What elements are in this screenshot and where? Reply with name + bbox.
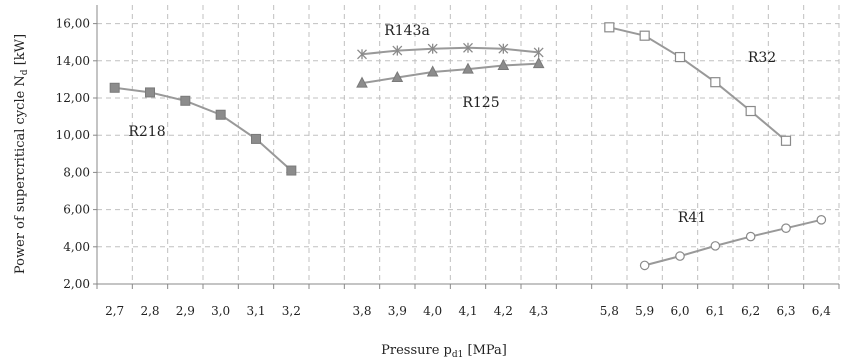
y-axis-ticks: 2,00 4,00 6,00 8,00 10,00 12,00 14,00 16,00 — [56, 17, 97, 291]
data-point — [426, 65, 439, 77]
series-line — [644, 218, 822, 267]
series-r41 — [639, 215, 827, 271]
y-axis-label: Power of supercritical cycle Nd [kW] — [13, 34, 30, 274]
data-point — [497, 58, 510, 70]
series-group — [109, 22, 827, 271]
data-point — [745, 105, 756, 117]
x-tick-label: 2,9 — [176, 304, 195, 318]
series-label-r143a: R143a — [384, 23, 430, 39]
x-tick-label: 3,0 — [211, 304, 230, 318]
data-point — [639, 260, 650, 271]
x-tick-label: 6,2 — [741, 304, 760, 318]
x-tick-label: 6,3 — [776, 304, 795, 318]
data-point — [215, 109, 226, 120]
series-label-r125: R125 — [462, 95, 499, 111]
data-point — [639, 30, 650, 41]
series-label-r41: R41 — [678, 210, 706, 226]
data-point — [674, 51, 686, 63]
y-tick-label: 10,00 — [56, 128, 90, 142]
series-line — [361, 62, 539, 85]
series-line — [609, 26, 787, 142]
data-point — [392, 45, 403, 56]
x-tick-label: 3,8 — [352, 304, 371, 318]
data-point — [498, 43, 509, 54]
series-label-r218: R218 — [128, 124, 165, 140]
data-point — [675, 251, 685, 261]
x-tick-label: 3,1 — [246, 304, 265, 318]
x-tick-label: 6,4 — [812, 304, 831, 318]
data-point — [286, 165, 297, 176]
x-tick-label: 5,9 — [635, 304, 654, 318]
series-labels: R218 R143a R125 R32 R41 — [128, 23, 776, 226]
y-tick-label: 2,00 — [63, 277, 90, 291]
series-line — [114, 86, 293, 172]
y-tick-label: 8,00 — [63, 165, 90, 179]
x-tick-label: 4,1 — [458, 304, 477, 318]
data-point — [462, 62, 474, 74]
x-tick-label: 2,7 — [105, 304, 124, 318]
y-tick-label: 16,00 — [56, 17, 90, 31]
x-tick-label: 4,2 — [494, 304, 513, 318]
x-tick-label: 4,0 — [423, 304, 442, 318]
series-line — [361, 46, 539, 56]
x-tick-label: 5,8 — [600, 304, 619, 318]
data-point — [710, 241, 721, 251]
x-tick-label: 3,2 — [282, 304, 301, 318]
data-point — [781, 223, 791, 233]
grid — [96, 5, 840, 285]
series-r32 — [604, 22, 792, 146]
series-r218 — [109, 82, 297, 176]
data-point — [710, 77, 721, 88]
data-point — [604, 22, 615, 33]
data-point — [780, 135, 792, 146]
data-point — [463, 42, 473, 53]
data-point — [145, 87, 155, 98]
x-tick-label: 4,3 — [529, 304, 548, 318]
y-tick-label: 4,00 — [63, 240, 90, 254]
data-point — [356, 76, 368, 88]
data-point — [180, 95, 191, 106]
x-tick-label: 2,8 — [140, 304, 159, 318]
data-point — [391, 70, 404, 83]
data-point — [816, 215, 827, 225]
data-point — [533, 47, 544, 58]
data-point — [427, 43, 438, 54]
data-point — [745, 231, 756, 242]
data-point — [251, 133, 261, 144]
y-tick-label: 12,00 — [56, 91, 90, 105]
y-tick-label: 6,00 — [63, 203, 90, 217]
series-r125 — [356, 57, 545, 88]
data-point — [532, 57, 545, 69]
series-r143a — [357, 42, 544, 60]
x-tick-label: 6,1 — [706, 304, 725, 318]
x-tick-label: 6,0 — [670, 304, 689, 318]
series-label-r32: R32 — [748, 50, 776, 66]
data-point — [109, 82, 120, 93]
x-tick-label: 3,9 — [388, 304, 407, 318]
x-axis-label: Pressure pd1 [MPa] — [381, 343, 507, 360]
data-point — [357, 49, 367, 60]
x-axis-ticks: 2,7 2,8 2,9 3,0 3,1 3,2 3,8 3,9 4,0 4,1 4,2 4,3 5,8 5… — [96, 284, 840, 318]
y-tick-label: 14,00 — [56, 54, 90, 68]
